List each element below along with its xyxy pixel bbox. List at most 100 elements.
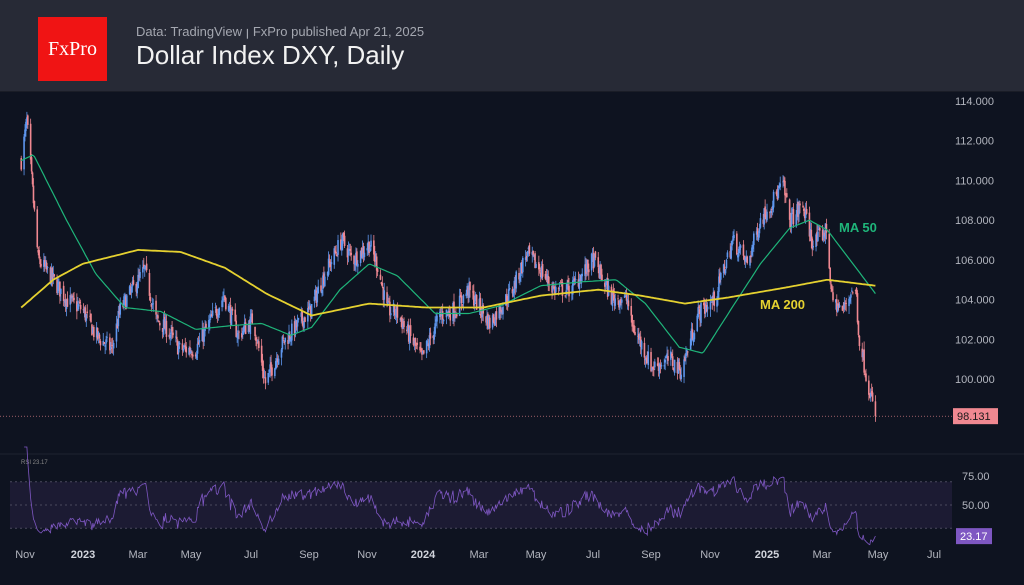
candle-body <box>138 275 140 277</box>
candle-body <box>788 199 791 220</box>
candle-body <box>33 200 36 210</box>
candle-body <box>436 315 438 322</box>
candle-body <box>861 348 864 358</box>
candle-body <box>335 251 337 254</box>
candle-body <box>817 231 819 242</box>
rsi-tick-label: 50.00 <box>962 500 990 512</box>
candle-body <box>327 258 330 275</box>
candle-body <box>812 245 815 248</box>
candle-body <box>440 313 443 317</box>
candle-body <box>683 359 685 377</box>
candle-body <box>86 311 89 313</box>
candle-body <box>63 300 66 303</box>
candle-body <box>539 272 542 278</box>
candle-body <box>84 307 87 321</box>
candle-body <box>124 295 126 299</box>
candle-body <box>456 314 458 317</box>
candle-body <box>505 294 507 306</box>
candle-body <box>99 340 102 346</box>
candle-body <box>646 357 649 364</box>
candle-body <box>150 303 153 307</box>
candle-body <box>324 276 326 287</box>
candle-body <box>316 292 319 303</box>
candle-body <box>363 252 366 258</box>
candle-body <box>201 328 204 342</box>
candle-body <box>109 347 112 350</box>
candle-body <box>51 267 54 280</box>
candle-body <box>815 234 817 247</box>
candle-body <box>137 274 139 289</box>
candle-body <box>198 339 201 343</box>
candle-body <box>803 211 806 219</box>
candle-body <box>568 285 570 297</box>
candle-body <box>698 306 700 309</box>
candle-body <box>172 332 174 336</box>
candle-body <box>499 306 501 314</box>
candle-body <box>505 295 508 304</box>
candle-body <box>870 391 873 394</box>
candle-body <box>871 392 874 402</box>
candle-body <box>346 248 349 258</box>
candle-body <box>719 273 721 283</box>
candle-body <box>538 262 540 270</box>
candle-body <box>56 279 58 293</box>
candle-body <box>334 250 336 253</box>
candle-body <box>495 311 498 320</box>
candle-body <box>829 267 831 283</box>
candle-body <box>195 354 198 359</box>
candle-body <box>434 323 436 334</box>
candle-body <box>765 214 767 220</box>
candle-body <box>494 312 497 326</box>
candle-body <box>185 346 188 353</box>
candle-body <box>426 342 429 344</box>
candle-body <box>164 318 167 331</box>
candle-body <box>277 358 280 365</box>
candle-body <box>32 185 35 204</box>
candle-body <box>93 326 95 337</box>
candle-body <box>618 300 620 308</box>
candle-body <box>413 340 416 344</box>
candle-body <box>149 296 152 302</box>
candle-body <box>271 367 273 376</box>
candle-body <box>772 191 775 208</box>
candle-body <box>524 257 527 260</box>
candle-body <box>57 282 59 294</box>
candle-body <box>802 208 805 211</box>
candle-body <box>249 316 252 335</box>
candle-body <box>181 343 184 350</box>
candle-body <box>39 259 41 265</box>
candle-body <box>525 255 528 258</box>
candle-body <box>454 315 456 319</box>
candle-body <box>666 353 668 359</box>
candle-body <box>422 350 424 354</box>
candle-body <box>382 287 385 300</box>
candle-body <box>449 312 452 321</box>
candle-body <box>651 367 653 371</box>
candle-body <box>868 380 870 395</box>
candle-body <box>725 259 728 268</box>
candle-body <box>473 303 476 304</box>
candle-body <box>389 301 391 316</box>
candle-body <box>739 245 742 248</box>
candle-body <box>25 121 27 132</box>
last-price-badge <box>953 408 998 425</box>
candle-body <box>804 209 807 219</box>
candle-body <box>208 320 210 329</box>
candle-body <box>468 282 470 298</box>
candle-body <box>726 252 729 258</box>
candle-body <box>112 342 115 349</box>
candle-body <box>687 351 689 353</box>
candle-body <box>251 313 254 325</box>
candle-body <box>125 297 127 310</box>
candle-body <box>531 251 534 255</box>
candle-body <box>123 296 125 305</box>
time-tick-label: 2023 <box>71 549 95 561</box>
candle-body <box>44 261 47 267</box>
candle-body <box>479 297 482 312</box>
candle-body <box>435 319 437 322</box>
time-tick-label: Jul <box>586 549 600 561</box>
price-chart[interactable]: 114.000 112.000 110.000 108.000 106.000 104.0… <box>0 92 1024 585</box>
candle-body <box>442 319 445 322</box>
candle-body <box>507 289 510 303</box>
candle-body <box>485 316 487 323</box>
